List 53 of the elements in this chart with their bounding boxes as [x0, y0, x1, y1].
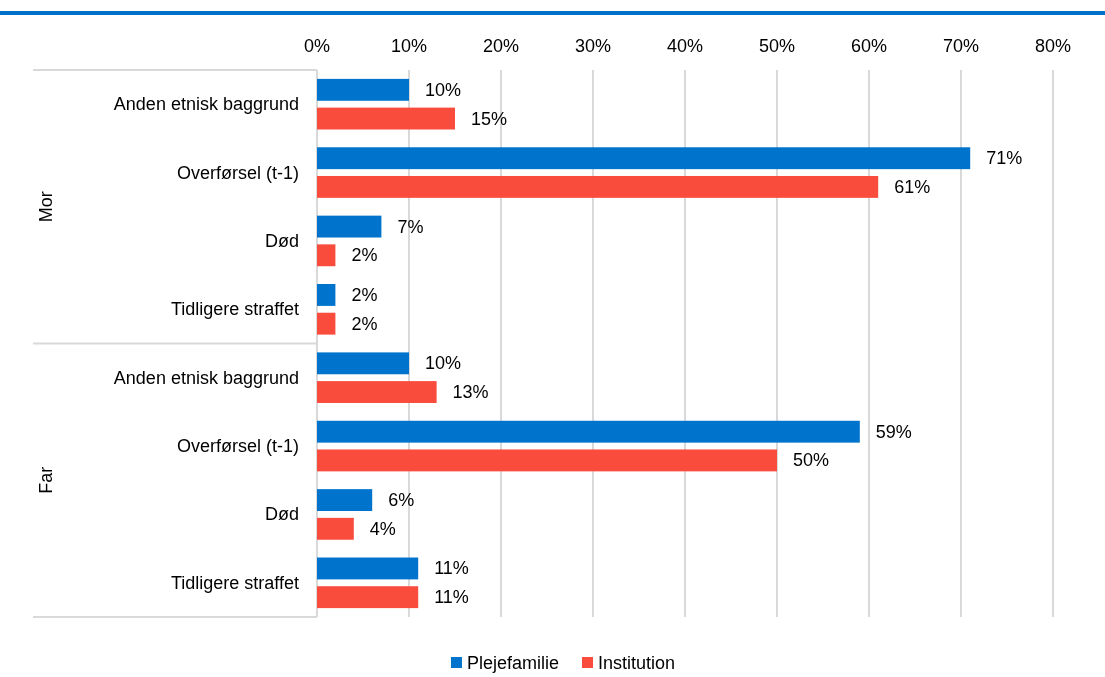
text: Far	[36, 466, 56, 494]
bar	[317, 78, 409, 101]
bar	[317, 586, 419, 609]
data-label: 61%	[894, 176, 931, 197]
bar	[317, 107, 455, 130]
data-label: 2%	[351, 245, 378, 266]
x-tick-label: 80%	[1034, 36, 1072, 56]
y-tick-label: Tidligere straffet	[170, 572, 299, 593]
bar	[317, 517, 354, 540]
bar	[317, 175, 879, 198]
x-tick-label: 10%	[390, 36, 428, 56]
bar	[317, 244, 336, 267]
bar	[317, 147, 971, 170]
bar	[317, 420, 860, 443]
data-label: 2%	[351, 313, 378, 334]
data-label: 7%	[397, 216, 424, 237]
data-label: 59%	[875, 421, 912, 442]
y-tick-label: Anden etnisk baggrund	[113, 94, 299, 115]
x-tick-label: 50%	[758, 36, 796, 56]
y-tick-label: Overførsel (t-1)	[176, 436, 299, 457]
data-label: 50%	[793, 450, 830, 471]
data-label: 10%	[425, 79, 462, 100]
bar	[317, 352, 409, 375]
x-tick-label: 0%	[303, 36, 331, 56]
bar	[317, 557, 419, 580]
data-label: 6%	[388, 490, 415, 511]
data-label: 13%	[452, 382, 489, 403]
data-label: 71%	[986, 148, 1023, 169]
x-tick-label: 60%	[850, 36, 888, 56]
data-label: 11%	[434, 558, 469, 579]
bar	[317, 449, 777, 472]
y-tick-label: Tidligere straffet	[170, 299, 299, 320]
legend-label: Institution	[598, 653, 676, 673]
bar	[317, 489, 373, 512]
bar	[317, 215, 382, 238]
y-tick-label: Død	[264, 504, 299, 525]
data-label: 2%	[351, 284, 378, 305]
bar	[317, 312, 336, 335]
x-tick-label: 70%	[942, 36, 980, 56]
bar	[317, 284, 336, 306]
x-tick-label: 20%	[482, 36, 520, 56]
bar	[317, 381, 437, 403]
data-label: 4%	[369, 518, 396, 539]
y-tick-label: Anden etnisk baggrund	[113, 367, 299, 388]
legend-label: Plejefamilie	[466, 653, 559, 673]
text: Mor	[36, 191, 56, 223]
y-tick-label: Død	[264, 230, 299, 251]
data-label: 15%	[471, 108, 508, 129]
data-label: 10%	[425, 353, 462, 374]
y-tick-label: Overførsel (t-1)	[176, 162, 299, 183]
x-tick-label: 40%	[666, 36, 704, 56]
x-tick-label: 30%	[574, 36, 612, 56]
data-label: 11%	[434, 587, 469, 608]
